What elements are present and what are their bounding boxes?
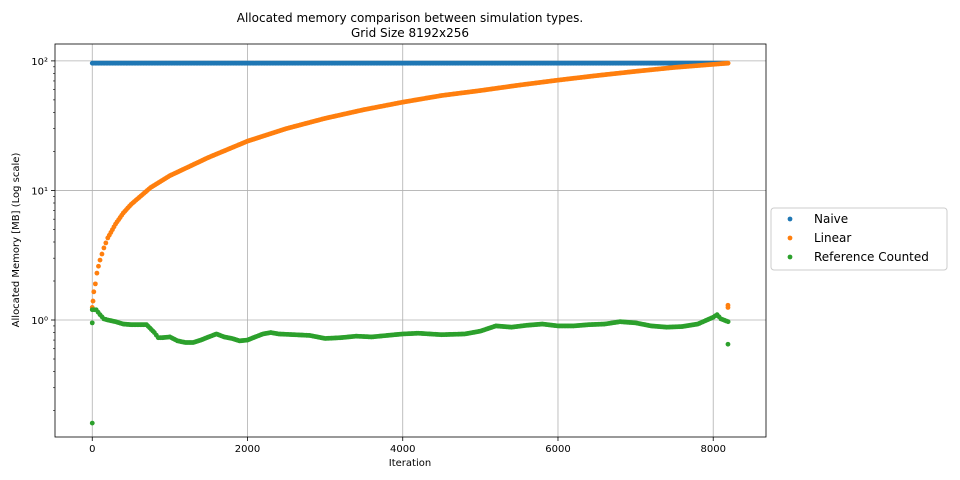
x-tick-label: 0 [89,444,95,455]
data-point [90,298,96,304]
y-tick-label: 10² [31,57,48,68]
data-point [725,305,731,310]
legend-label: Naive [814,212,848,226]
data-point [101,245,107,251]
x-tick-label: 6000 [545,444,570,455]
grid-lines [55,44,766,437]
legend: Naive Linear Reference Counted [770,207,948,271]
x-tick-label: 2000 [235,444,260,455]
data-point [91,289,97,295]
x-axis-label: Iteration [389,458,431,469]
data-point [103,240,109,246]
data-point [92,281,98,287]
legend-marker [787,235,793,241]
series-linear [89,60,731,310]
legend-label: Linear [814,231,851,245]
data-point [96,263,101,269]
data-point [99,251,105,257]
legend-marker [787,254,793,260]
y-tick-label: 10¹ [31,186,48,197]
data-point [725,341,731,347]
x-tick-label: 8000 [700,444,725,455]
legend-marker [787,216,793,222]
x-axis-ticks: 0 2000 4000 6000 8000 [89,437,726,455]
data-point [97,257,103,263]
plot-frame [54,43,767,438]
series-naive [89,60,730,66]
data-point [89,420,95,426]
chart-title-line-1: Allocated memory comparison between simu… [237,11,583,25]
series-reference-counted [89,307,731,426]
data-point [725,319,731,325]
chart-title-line-2: Grid Size 8192x256 [351,26,469,40]
data-point [94,270,100,276]
y-axis-label: Allocated Memory [MB] (Log scale) [11,153,22,328]
x-tick-label: 4000 [390,444,415,455]
data-point [89,320,95,326]
legend-box [770,207,948,271]
data-point [725,60,731,66]
legend-label: Reference Counted [814,250,929,264]
series-layer [89,60,731,426]
y-tick-label: 10⁰ [31,316,48,327]
y-axis-ticks: 10⁰ 10¹ 10² [31,57,55,411]
